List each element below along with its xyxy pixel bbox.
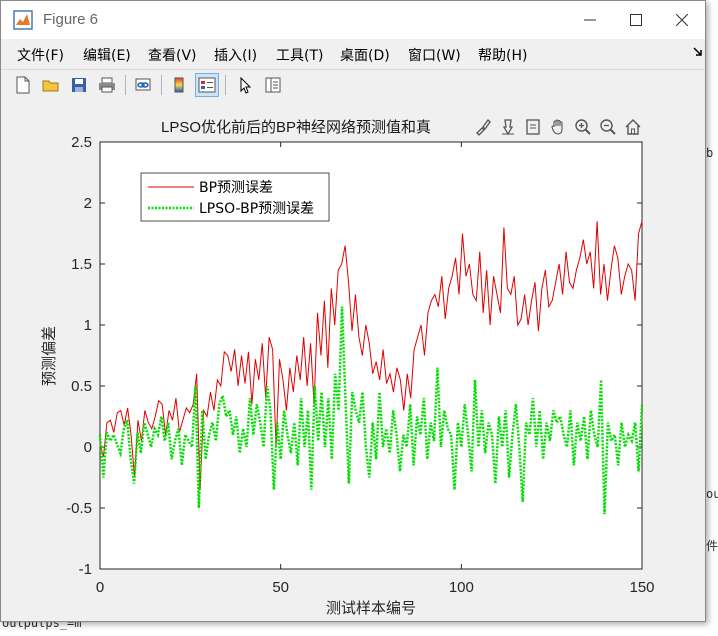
open-file-button[interactable] bbox=[39, 73, 63, 97]
x-axis-label: 测试样本编号 bbox=[326, 599, 416, 617]
minimize-button[interactable] bbox=[567, 1, 613, 39]
zoom-in-button[interactable] bbox=[570, 116, 595, 138]
print-icon bbox=[99, 77, 115, 93]
edit-plot-icon bbox=[240, 76, 252, 94]
toolbar-separator bbox=[161, 75, 162, 95]
matlab-figure-icon bbox=[13, 10, 33, 30]
brush-button[interactable] bbox=[470, 116, 495, 138]
maximize-icon bbox=[630, 14, 642, 26]
toolbar-separator bbox=[125, 75, 126, 95]
maximize-button[interactable] bbox=[613, 1, 659, 39]
toolbar-separator bbox=[225, 75, 226, 95]
chart-title: LPSO优化前后的BP神经网络预测值和真 bbox=[161, 118, 431, 136]
y-axis-label: 预测偏差 bbox=[40, 326, 58, 386]
y-tick-label: 0 bbox=[84, 439, 92, 456]
y-tick-label: 1 bbox=[84, 317, 92, 334]
new-figure-icon bbox=[16, 76, 30, 94]
y-tick-label: 1.5 bbox=[71, 256, 92, 273]
open-file-icon bbox=[42, 80, 59, 92]
zoom-out-button[interactable] bbox=[595, 116, 620, 138]
insert-legend-icon bbox=[198, 77, 216, 93]
y-tick-label: 2 bbox=[84, 195, 92, 212]
x-tick-label: 0 bbox=[96, 579, 104, 596]
menu-help[interactable]: 帮助(H) bbox=[478, 48, 528, 64]
insert-colorbar-button[interactable] bbox=[167, 73, 191, 97]
save-button[interactable] bbox=[67, 73, 91, 97]
data-tips-button[interactable] bbox=[495, 116, 520, 138]
figure-canvas: LPSO优化前后的BP神经网络预测值和真 测试样本编号 预测偏差 0 50 100 1… bbox=[1, 99, 704, 621]
legend-label-lpso-bp: LPSO-BP预测误差 bbox=[199, 201, 314, 217]
menu-file[interactable]: 文件(F) bbox=[17, 48, 64, 64]
dock-arrow-icon[interactable] bbox=[693, 47, 703, 57]
zoom-out-icon bbox=[599, 119, 616, 135]
legend[interactable]: BP预测误差 LPSO-BP预测误差 bbox=[140, 172, 330, 222]
axes-toolbar bbox=[470, 116, 645, 138]
window-title: Figure 6 bbox=[43, 11, 99, 28]
y-tick-label: 0.5 bbox=[71, 378, 92, 395]
edit-plot-button[interactable] bbox=[233, 73, 257, 97]
minimize-icon bbox=[584, 19, 596, 21]
save-icon bbox=[72, 78, 86, 92]
insert-legend-button[interactable] bbox=[195, 73, 219, 97]
background-text-fragment: b bbox=[706, 146, 714, 160]
menu-edit[interactable]: 编辑(E) bbox=[83, 48, 131, 64]
series-line-lpso-bp bbox=[98, 306, 644, 515]
menu-window[interactable]: 窗口(W) bbox=[408, 48, 461, 64]
new-figure-button[interactable] bbox=[11, 73, 35, 97]
open-property-inspector-button[interactable] bbox=[261, 73, 285, 97]
menu-insert[interactable]: 插入(I) bbox=[214, 48, 258, 64]
title-bar: Figure 6 bbox=[1, 1, 705, 39]
menu-view[interactable]: 查看(V) bbox=[148, 48, 197, 64]
link-plot-button[interactable] bbox=[131, 73, 155, 97]
print-button[interactable] bbox=[95, 73, 119, 97]
menu-desktop[interactable]: 桌面(D) bbox=[340, 48, 390, 64]
data-tips-icon bbox=[501, 119, 514, 136]
brush-icon bbox=[475, 118, 491, 136]
background-app-right bbox=[706, 0, 718, 636]
export-icon bbox=[525, 119, 540, 135]
y-tick-label: 2.5 bbox=[71, 134, 92, 151]
x-tick-label: 50 bbox=[272, 579, 289, 596]
background-text-fragment: 件 bbox=[706, 539, 718, 553]
link-plot-icon bbox=[135, 78, 151, 91]
legend-label-bp: BP预测误差 bbox=[199, 180, 273, 196]
menu-tools[interactable]: 工具(T) bbox=[276, 48, 324, 64]
background-text-fragment: ou bbox=[706, 487, 718, 501]
y-tick-label: -0.5 bbox=[66, 500, 92, 517]
export-button[interactable] bbox=[520, 116, 545, 138]
pan-button[interactable] bbox=[545, 116, 570, 138]
pan-icon bbox=[550, 119, 563, 135]
series-line-bp bbox=[99, 221, 643, 490]
figure-toolbar bbox=[1, 69, 705, 101]
y-tick-label: -1 bbox=[79, 561, 92, 578]
insert-colorbar-icon bbox=[174, 77, 184, 93]
zoom-in-icon bbox=[574, 119, 591, 135]
open-property-inspector-icon bbox=[265, 77, 281, 93]
home-button[interactable] bbox=[620, 116, 645, 138]
menu-bar: 文件(F) 编辑(E) 查看(V) 插入(I) 工具(T) 桌面(D) 窗口(W… bbox=[1, 41, 705, 67]
x-tick-label: 150 bbox=[629, 579, 654, 596]
close-icon bbox=[676, 14, 688, 26]
x-tick-label: 100 bbox=[449, 579, 474, 596]
close-button[interactable] bbox=[659, 1, 705, 39]
home-icon bbox=[625, 119, 640, 135]
